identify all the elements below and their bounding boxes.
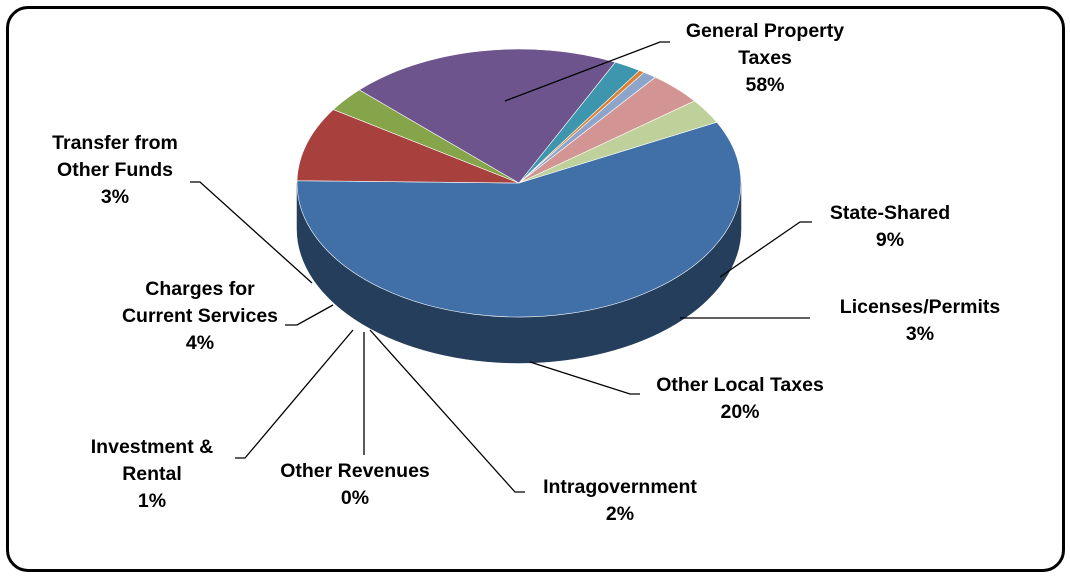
label-other-revenues: Other Revenues 0% <box>280 460 430 509</box>
pie-slice-1 <box>296 109 520 184</box>
leader-line-7 <box>285 304 334 326</box>
label-charges-current-services: Charges for Current Services 4% <box>121 278 279 354</box>
leader-line-3 <box>529 361 640 395</box>
leader-line-6 <box>235 329 354 459</box>
leader-line-4 <box>369 329 525 493</box>
label-transfer-other-funds: Transfer from Other Funds 3% <box>52 132 178 208</box>
label-other-local-taxes: Other Local Taxes 20% <box>656 374 824 423</box>
pie-slice-0 <box>296 121 742 318</box>
leader-line-8 <box>190 181 313 284</box>
leader-line-0 <box>504 41 670 102</box>
label-intragovernment: Intragovernment 2% <box>543 476 697 525</box>
label-state-shared: State-Shared 9% <box>829 202 951 251</box>
leader-line-1 <box>719 221 812 278</box>
label-general-property-taxes: General Property Taxes 58% <box>685 20 845 96</box>
label-investment-rental: Investment & Rental 1% <box>90 436 214 512</box>
pie-slice-3 <box>358 48 616 184</box>
label-licenses-permits: Licenses/Permits 3% <box>839 296 1001 345</box>
pie-slice-8 <box>518 100 718 184</box>
